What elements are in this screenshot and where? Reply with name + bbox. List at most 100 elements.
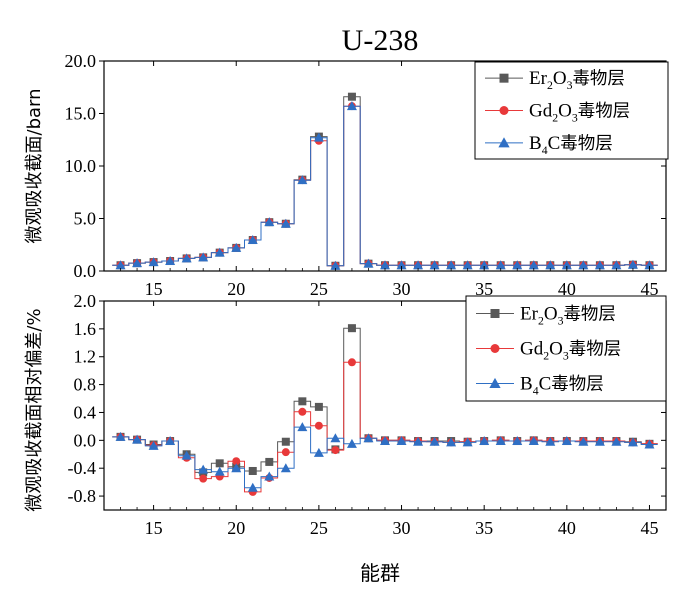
data-point bbox=[330, 260, 341, 270]
data-point bbox=[446, 260, 457, 270]
data-point bbox=[264, 471, 275, 481]
data-point bbox=[115, 431, 126, 441]
data-point bbox=[132, 434, 143, 444]
data-point bbox=[281, 448, 290, 457]
figure-title: U-238 bbox=[342, 24, 419, 57]
data-point bbox=[330, 433, 341, 443]
x-tick-label: 35 bbox=[475, 279, 493, 299]
legend-label: Er2O3毒物层 bbox=[529, 68, 625, 92]
data-point bbox=[280, 463, 291, 473]
data-point bbox=[528, 260, 539, 270]
data-point bbox=[578, 436, 589, 446]
data-point bbox=[165, 256, 176, 266]
data-point bbox=[232, 457, 241, 466]
y-tick-label: 15.0 bbox=[65, 104, 97, 124]
x-tick-label: 45 bbox=[640, 279, 658, 299]
data-point bbox=[181, 253, 192, 263]
legend-label: B4C毒物层 bbox=[529, 133, 613, 157]
data-point bbox=[446, 437, 457, 447]
data-point bbox=[347, 92, 356, 101]
data-point bbox=[297, 422, 308, 432]
series-2 bbox=[112, 101, 658, 270]
data-point bbox=[495, 436, 506, 446]
legend-item: B4C毒物层 bbox=[485, 133, 613, 157]
data-point bbox=[561, 260, 572, 270]
data-point bbox=[512, 260, 523, 270]
data-point bbox=[396, 436, 407, 446]
data-point bbox=[280, 218, 291, 228]
data-point bbox=[298, 407, 307, 416]
x-tick-label: 30 bbox=[393, 518, 411, 538]
y-tick-label: 0.4 bbox=[74, 402, 97, 422]
x-tick-label: 30 bbox=[393, 279, 411, 299]
x-tick-label: 35 bbox=[475, 518, 493, 538]
legend-marker bbox=[499, 73, 509, 83]
data-point bbox=[313, 132, 324, 142]
legend-marker bbox=[490, 344, 500, 353]
data-point bbox=[611, 436, 622, 446]
data-point bbox=[627, 259, 638, 269]
x-tick-label: 40 bbox=[558, 279, 576, 299]
data-point bbox=[181, 450, 192, 460]
legend: Er2O3毒物层 Gd2O3毒物层 B4C毒物层 bbox=[474, 61, 669, 160]
top-panel: 15 20 25 30 35 40 45 0.0 5.0 10.0 15.0 20.0 微观吸收截面/b… bbox=[24, 51, 669, 299]
data-point bbox=[380, 260, 390, 270]
data-point bbox=[264, 217, 275, 227]
data-point bbox=[347, 358, 356, 367]
x-tick-label: 20 bbox=[227, 518, 245, 538]
data-point bbox=[561, 436, 572, 446]
y-tick-label: 2.0 bbox=[74, 291, 97, 311]
y-tick-label: 0.0 bbox=[74, 430, 97, 450]
data-point bbox=[281, 437, 290, 446]
data-point bbox=[313, 447, 324, 457]
data-point bbox=[429, 260, 440, 270]
data-point bbox=[413, 436, 424, 446]
legend-label: Gd2O3毒物层 bbox=[520, 339, 621, 363]
data-point bbox=[314, 421, 323, 430]
data-point bbox=[363, 258, 374, 268]
data-point bbox=[165, 436, 176, 446]
y-tick-label: -0.4 bbox=[68, 458, 97, 478]
x-tick-label: 15 bbox=[145, 279, 163, 299]
y-axis-title: 微观吸收截面/barn bbox=[24, 88, 45, 243]
data-point bbox=[347, 324, 356, 333]
data-point bbox=[248, 466, 257, 475]
data-point bbox=[611, 260, 622, 270]
legend-item: B4C毒物层 bbox=[476, 374, 604, 398]
data-point bbox=[644, 439, 655, 449]
data-point bbox=[479, 436, 490, 446]
x-tick-label: 45 bbox=[640, 518, 658, 538]
y-tick-label: 0.0 bbox=[74, 261, 97, 281]
y-tick-label: 1.6 bbox=[74, 319, 97, 339]
data-point bbox=[247, 482, 258, 492]
data-point bbox=[346, 438, 357, 448]
data-point bbox=[214, 466, 225, 476]
legend-label: Er2O3毒物层 bbox=[520, 304, 616, 328]
x-tick-label: 25 bbox=[310, 518, 328, 538]
data-point bbox=[331, 446, 340, 455]
data-point bbox=[346, 101, 357, 111]
data-point bbox=[214, 247, 225, 257]
data-point bbox=[132, 258, 143, 268]
x-tick-label: 25 bbox=[310, 279, 328, 299]
data-point bbox=[231, 242, 242, 252]
data-point bbox=[396, 260, 407, 270]
data-point bbox=[363, 433, 374, 443]
data-point bbox=[148, 440, 159, 450]
data-point bbox=[298, 397, 307, 406]
data-point bbox=[215, 459, 224, 468]
data-point bbox=[198, 252, 209, 262]
data-point bbox=[545, 260, 556, 270]
x-tick-label: 15 bbox=[145, 518, 163, 538]
data-point bbox=[627, 437, 638, 447]
data-point bbox=[297, 175, 308, 185]
data-point bbox=[594, 436, 605, 446]
x-tick-label: 40 bbox=[558, 518, 576, 538]
y-tick-label: 0.8 bbox=[74, 375, 97, 395]
legend-label: Gd2O3毒物层 bbox=[529, 101, 630, 125]
data-point bbox=[265, 457, 274, 466]
legend-item: Gd2O3毒物层 bbox=[485, 101, 630, 125]
legend-marker bbox=[490, 309, 500, 318]
legend-marker bbox=[498, 137, 510, 148]
